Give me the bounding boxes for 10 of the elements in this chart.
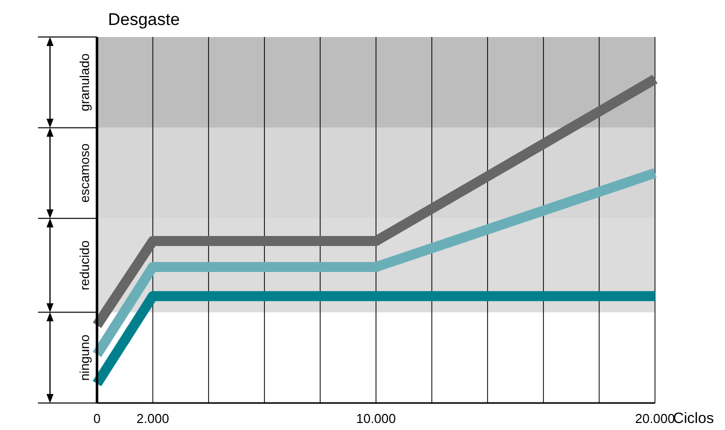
x-tick-label: 2.000 bbox=[136, 411, 170, 426]
y-axis-title: Desgaste bbox=[108, 10, 180, 29]
band-label: reducido bbox=[77, 240, 92, 290]
x-tick-label: 0 bbox=[93, 411, 101, 426]
x-tick-label: 20.000 bbox=[635, 411, 675, 426]
x-axis-title: Ciclos bbox=[673, 410, 714, 427]
x-tick-label: 10.000 bbox=[356, 411, 396, 426]
band-label: granulado bbox=[77, 53, 92, 112]
text: ninguno bbox=[77, 334, 92, 381]
band-label: escamoso bbox=[77, 143, 92, 203]
